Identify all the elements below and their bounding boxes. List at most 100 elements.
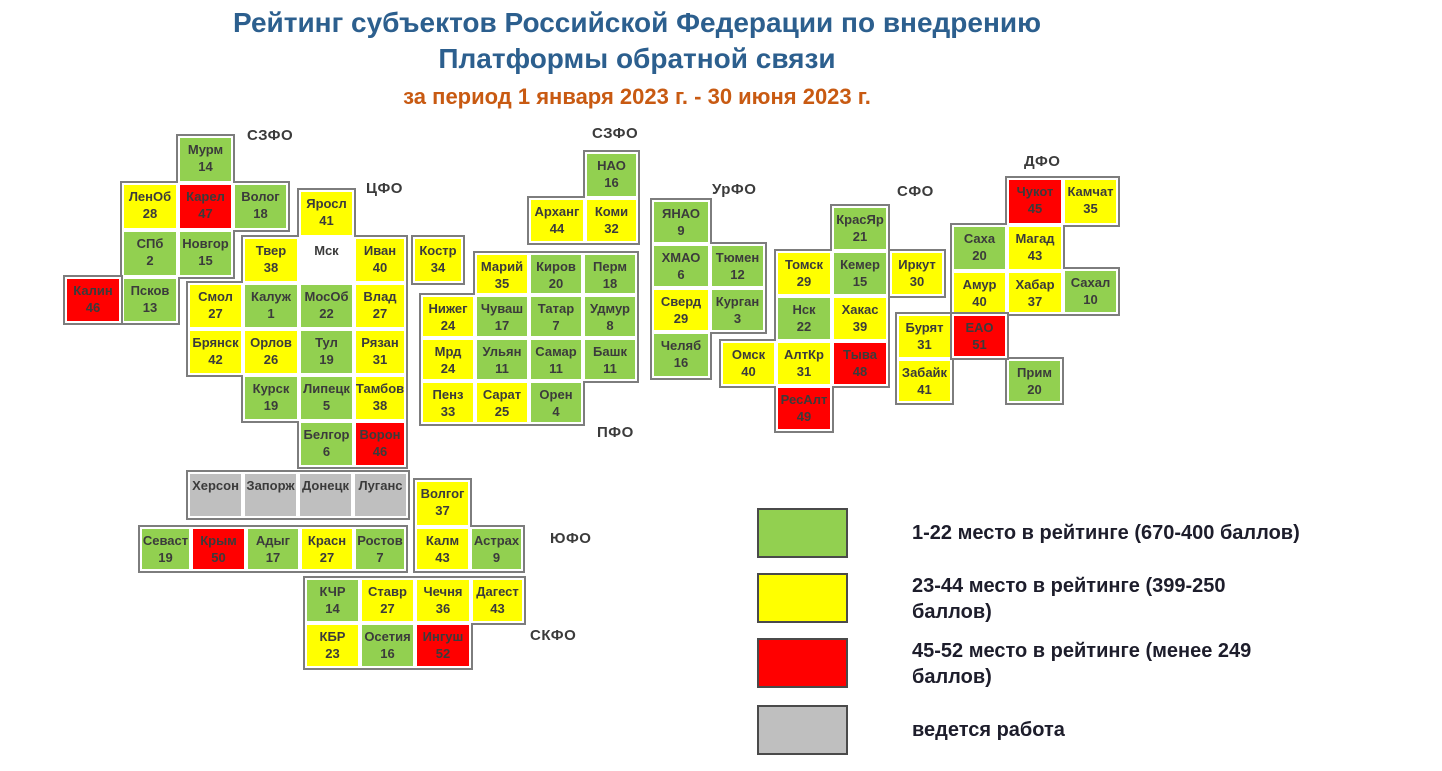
region-abbr: Орен: [539, 387, 573, 402]
map-tile: Красн 27: [300, 527, 354, 571]
map-tile: Томск 29: [776, 251, 832, 296]
map-tile: Луганс: [353, 472, 408, 518]
region-abbr: Чуваш: [480, 301, 524, 316]
region-abbr: Осетия: [364, 629, 411, 644]
map-tile: Волгог 37: [415, 480, 470, 527]
district-label: СФО: [897, 183, 934, 200]
region-abbr: Крым: [200, 533, 237, 548]
map-tile: ЯНАО 9: [652, 200, 710, 244]
region-rank: 35: [1083, 201, 1098, 216]
region-rank: 43: [490, 601, 505, 616]
map-tile: Иван 40: [354, 237, 406, 283]
map-tile: Смол 27: [188, 283, 243, 329]
district-label: УрФО: [712, 181, 757, 198]
region-rank: 9: [677, 223, 685, 238]
region-rank: 50: [211, 550, 226, 565]
district-label: ЦФО: [366, 180, 403, 197]
map-tile: Волог 18: [233, 183, 288, 230]
map-tile: Сахал 10: [1063, 269, 1118, 314]
map-tile: Пенз 33: [421, 381, 475, 424]
region-abbr: Херсон: [192, 478, 239, 493]
map-tile: Татар 7: [529, 295, 583, 338]
region-rank: 46: [85, 300, 101, 315]
region-rank: 42: [208, 352, 223, 367]
region-rank: 52: [435, 646, 451, 661]
map-tile: Курск 19: [243, 375, 299, 421]
region-rank: 45: [1027, 201, 1043, 216]
map-tile: Твер 38: [243, 237, 299, 283]
region-abbr: Карел: [186, 189, 225, 204]
region-abbr: Калуж: [250, 289, 291, 304]
map-tile: Нск 22: [776, 296, 832, 341]
region-abbr: Марий: [480, 259, 524, 274]
legend-label: 45-52 место в рейтинге (менее 249 баллов…: [912, 640, 1252, 688]
district-label: ЮФО: [550, 530, 592, 547]
region-abbr: Курган: [715, 294, 760, 309]
region-rank: 25: [494, 404, 510, 419]
map-tile: Бурят 31: [897, 314, 952, 359]
map-tile: Удмур 8: [583, 295, 637, 338]
map-tile: Прим 20: [1007, 359, 1062, 403]
region-rank: 27: [380, 601, 395, 616]
region-rank: 12: [730, 267, 745, 282]
region-rank: 36: [435, 601, 451, 616]
region-rank: 6: [322, 444, 331, 459]
map-tile: Херсон: [188, 472, 243, 518]
map-tile: Орен 4: [529, 381, 583, 424]
region-rank: 16: [604, 175, 619, 190]
region-rank: 5: [322, 398, 331, 413]
region-rank: 4: [552, 404, 560, 419]
region-abbr: Амур: [962, 277, 997, 292]
region-rank: 16: [673, 355, 689, 370]
map-tile: МосОб 22: [299, 283, 354, 329]
region-abbr: Перм: [593, 259, 627, 274]
region-rank: 3: [733, 311, 742, 326]
region-abbr: Нижег: [428, 301, 468, 316]
region-rank: 30: [909, 274, 925, 289]
map-tile: Арханг 44: [529, 198, 585, 243]
region-rank: 9: [492, 550, 501, 565]
region-abbr: Калм: [425, 533, 460, 548]
region-rank: 32: [604, 221, 619, 236]
region-abbr: Волгог: [420, 486, 465, 501]
district-label: ПФО: [597, 424, 634, 441]
region-abbr: Коми: [594, 204, 629, 219]
map-tile: Белгор 6: [299, 421, 354, 467]
map-tile: Осетия 16: [360, 623, 415, 668]
region-abbr: Чукот: [1016, 184, 1054, 199]
region-abbr: Кемер: [840, 257, 880, 272]
map-tile: Тамбов 38: [354, 375, 406, 421]
region-rank: 20: [1027, 382, 1042, 397]
region-abbr: Мск: [314, 243, 339, 258]
region-abbr: ЕАО: [965, 320, 994, 335]
region-rank: 22: [796, 319, 812, 334]
page-subtitle: за период 1 января 2023 г. - 30 июня 202…: [403, 84, 871, 109]
map-tile: ЛенОб 28: [122, 183, 178, 230]
legend-label: 23-44 место в рейтинге (399-250 баллов): [912, 575, 1226, 623]
region-rank: 15: [198, 253, 213, 268]
region-abbr: Волог: [241, 189, 280, 204]
region-abbr: Адыг: [255, 533, 291, 548]
map-tile: Крым 50: [191, 527, 246, 571]
region-rank: 38: [372, 398, 388, 413]
region-rank: 2: [146, 253, 154, 268]
district-label: СКФО: [530, 627, 577, 644]
page-title-line1: Рейтинг субъектов Российской Федерации п…: [232, 7, 1042, 38]
region-abbr: НАО: [597, 158, 626, 173]
region-abbr: Красн: [307, 533, 347, 548]
region-rank: 27: [208, 306, 223, 321]
map-tile: Самар 11: [529, 338, 583, 381]
map-tile: Липецк 5: [299, 375, 354, 421]
region-rank: 21: [852, 229, 868, 244]
map-tile: НАО 16: [585, 152, 638, 198]
map-tile: Калм 43: [415, 527, 470, 571]
region-abbr: РесАлт: [780, 392, 828, 407]
region-abbr: Костр: [419, 243, 457, 258]
map-tile: Хабар 37: [1007, 271, 1063, 314]
legend-swatch-green: [757, 508, 848, 558]
map-tile: РесАлт 49: [776, 386, 832, 431]
map-tile: Яросл 41: [299, 190, 354, 237]
region-abbr: Белгор: [303, 427, 350, 442]
region-abbr: Твер: [255, 243, 287, 258]
map-tile: Ингуш 52: [415, 623, 471, 668]
